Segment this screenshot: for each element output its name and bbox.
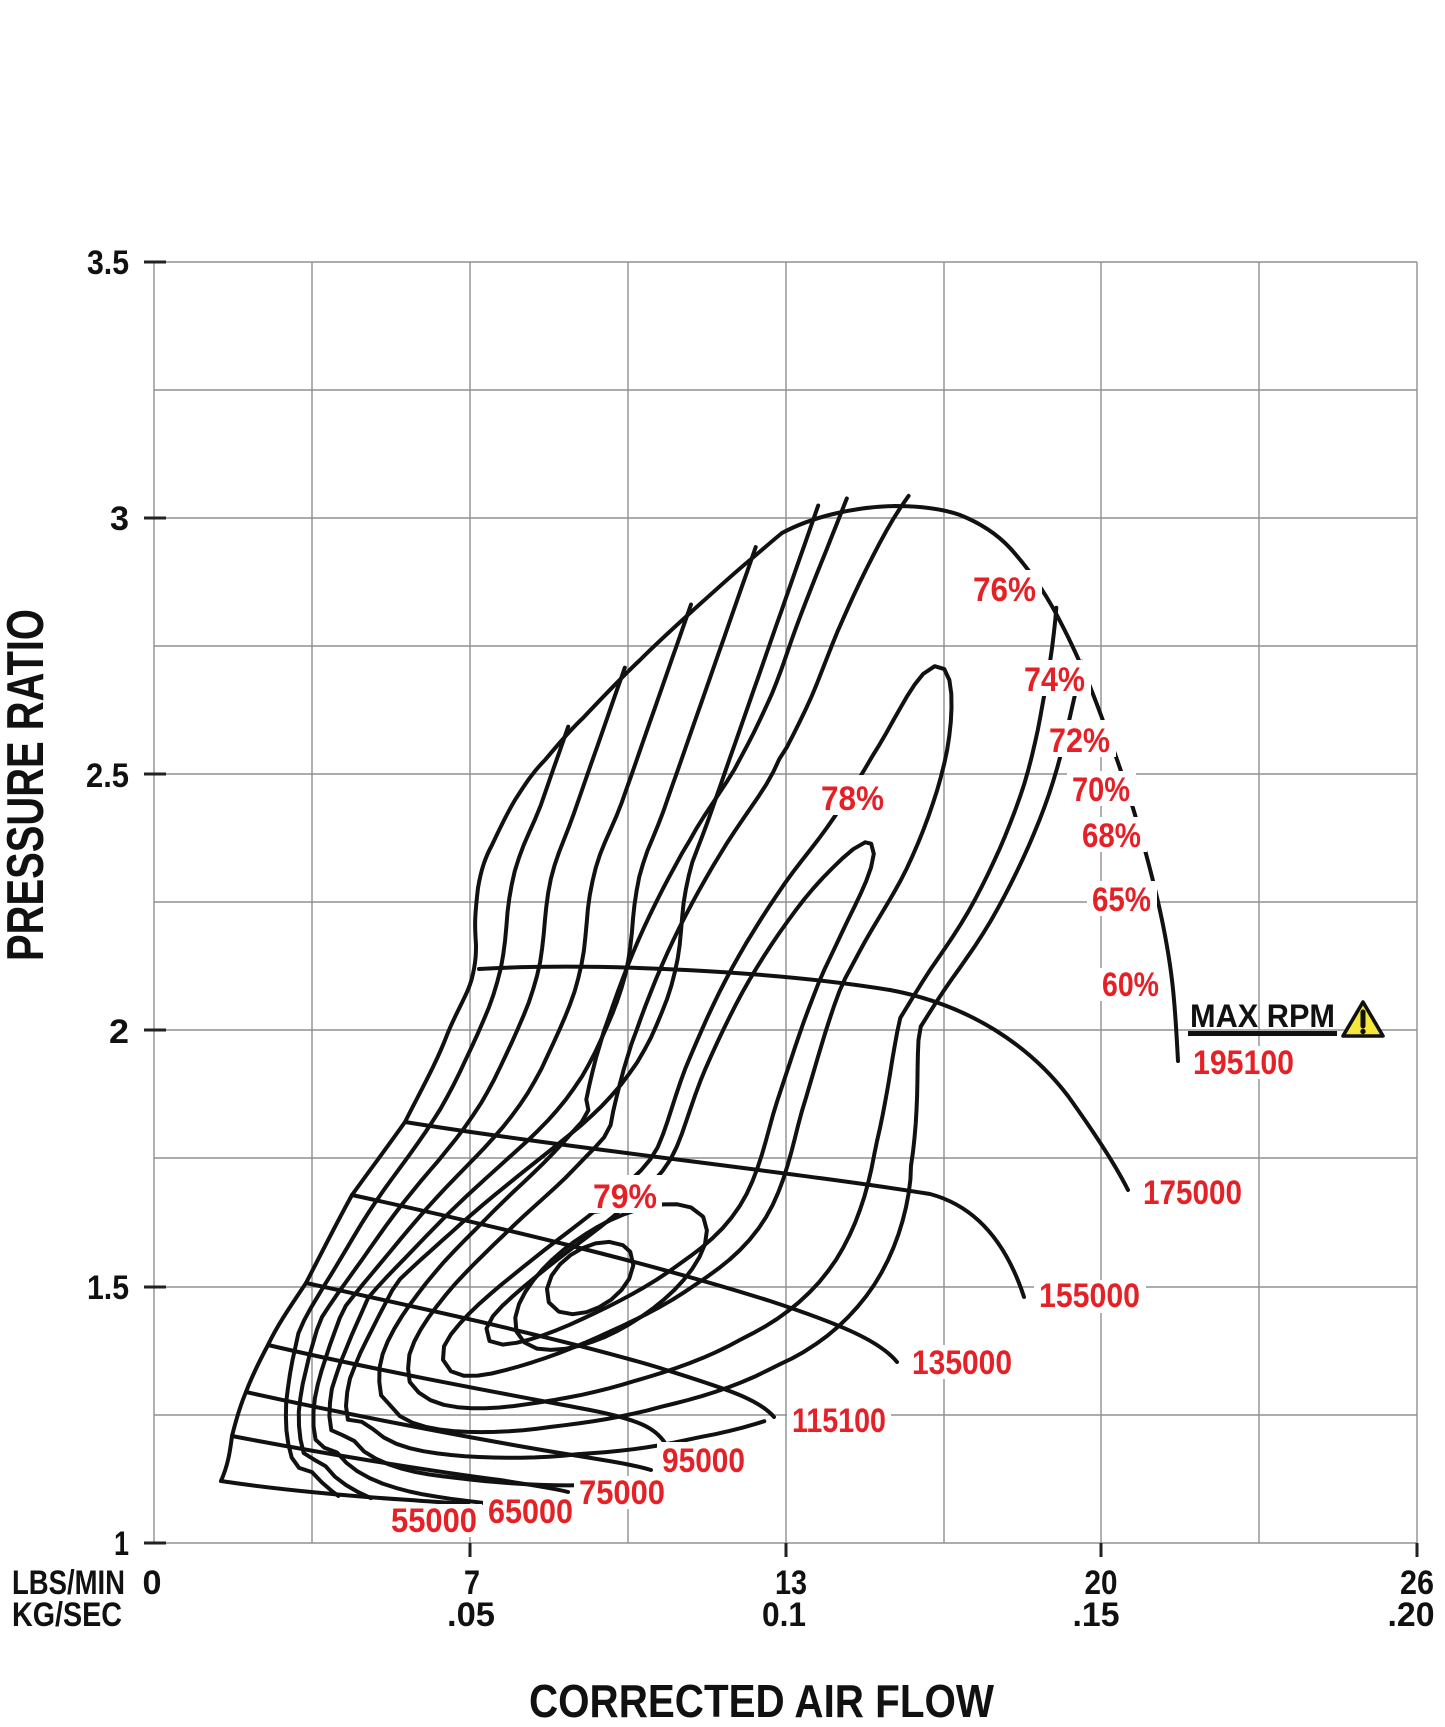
svg-text:13: 13 xyxy=(775,1564,807,1602)
svg-text:72%: 72% xyxy=(1049,722,1110,760)
svg-text:LBS/MIN: LBS/MIN xyxy=(12,1564,125,1602)
svg-text:2.5: 2.5 xyxy=(86,757,129,795)
svg-text:0: 0 xyxy=(143,1564,162,1602)
svg-text:.20: .20 xyxy=(1388,1596,1435,1634)
svg-text:.15: .15 xyxy=(1073,1596,1120,1634)
svg-text:76%: 76% xyxy=(973,571,1036,609)
svg-text:175000: 175000 xyxy=(1143,1174,1242,1212)
svg-text:55000: 55000 xyxy=(391,1502,477,1540)
svg-text:195100: 195100 xyxy=(1193,1044,1294,1082)
svg-text:MAX RPM: MAX RPM xyxy=(1190,998,1335,1034)
svg-text:65000: 65000 xyxy=(488,1493,573,1531)
svg-text:2: 2 xyxy=(109,1013,129,1051)
svg-text:26: 26 xyxy=(1400,1564,1434,1602)
svg-text:78%: 78% xyxy=(821,780,884,818)
svg-text:79%: 79% xyxy=(593,1178,657,1216)
svg-text:.05: .05 xyxy=(447,1596,495,1634)
svg-text:74%: 74% xyxy=(1024,661,1085,699)
svg-text:0.1: 0.1 xyxy=(762,1596,806,1634)
svg-text:95000: 95000 xyxy=(662,1442,745,1480)
svg-text:20: 20 xyxy=(1085,1564,1118,1602)
svg-text:PRESSURE RATIO: PRESSURE RATIO xyxy=(0,609,55,961)
svg-text:70%: 70% xyxy=(1072,771,1130,809)
svg-text:1.5: 1.5 xyxy=(87,1269,129,1307)
svg-text:CORRECTED AIR FLOW: CORRECTED AIR FLOW xyxy=(529,1675,995,1727)
svg-text:60%: 60% xyxy=(1102,966,1159,1004)
svg-text:75000: 75000 xyxy=(579,1474,665,1512)
svg-text:68%: 68% xyxy=(1082,817,1141,855)
svg-text:115100: 115100 xyxy=(792,1402,886,1440)
svg-text:KG/SEC: KG/SEC xyxy=(12,1596,122,1634)
svg-text:7: 7 xyxy=(464,1564,480,1602)
svg-text:65%: 65% xyxy=(1092,881,1151,919)
svg-text:135000: 135000 xyxy=(912,1344,1012,1382)
svg-text:3.5: 3.5 xyxy=(87,244,129,282)
svg-text:3: 3 xyxy=(110,500,129,538)
svg-text:1: 1 xyxy=(114,1525,129,1563)
svg-text:155000: 155000 xyxy=(1039,1277,1140,1315)
